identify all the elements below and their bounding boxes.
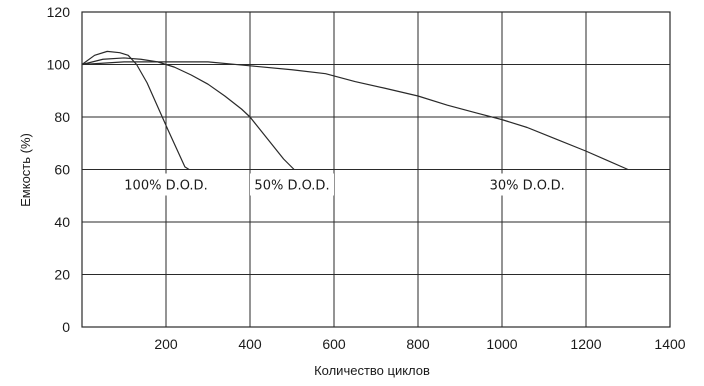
y-tick-label: 100 xyxy=(47,57,71,73)
series-label: 50% D.O.D. xyxy=(254,179,329,194)
x-tick-label: 1200 xyxy=(570,336,601,352)
y-tick-label: 60 xyxy=(54,162,70,178)
y-tick-label: 0 xyxy=(62,319,70,335)
y-axis-tick-labels: 0 20 40 60 80 100 120 xyxy=(47,4,71,335)
series-label-backdrop xyxy=(250,173,334,196)
y-tick-label: 20 xyxy=(54,267,70,283)
x-axis-title: Количество циклов xyxy=(314,363,430,378)
x-tick-label: 400 xyxy=(238,336,262,352)
x-axis-tick-labels: 200 400 600 800 1000 1200 1400 xyxy=(154,336,685,352)
x-tick-label: 600 xyxy=(322,336,346,352)
plot-area-frame xyxy=(81,11,671,328)
series-label-backdrop xyxy=(485,173,570,196)
series-line xyxy=(81,50,190,171)
series-lines xyxy=(81,50,629,171)
y-tick-label: 120 xyxy=(47,4,71,20)
x-tick-label: 1400 xyxy=(654,336,685,352)
x-tick-label: 800 xyxy=(406,336,430,352)
series-label-backdrop xyxy=(120,173,212,196)
y-tick-label: 80 xyxy=(54,109,70,125)
series-line xyxy=(81,57,295,170)
series-line xyxy=(81,61,629,171)
series-label: 30% D.O.D. xyxy=(490,179,565,194)
x-tick-label: 1000 xyxy=(486,336,517,352)
grid-lines xyxy=(82,12,670,327)
y-axis-title: Емкость (%) xyxy=(18,133,33,207)
series-label: 100% D.O.D. xyxy=(124,179,207,194)
x-tick-label: 200 xyxy=(154,336,178,352)
series-labels: 100% D.O.D. 50% D.O.D. 30% D.O.D. xyxy=(120,173,570,196)
y-tick-label: 40 xyxy=(54,214,70,230)
